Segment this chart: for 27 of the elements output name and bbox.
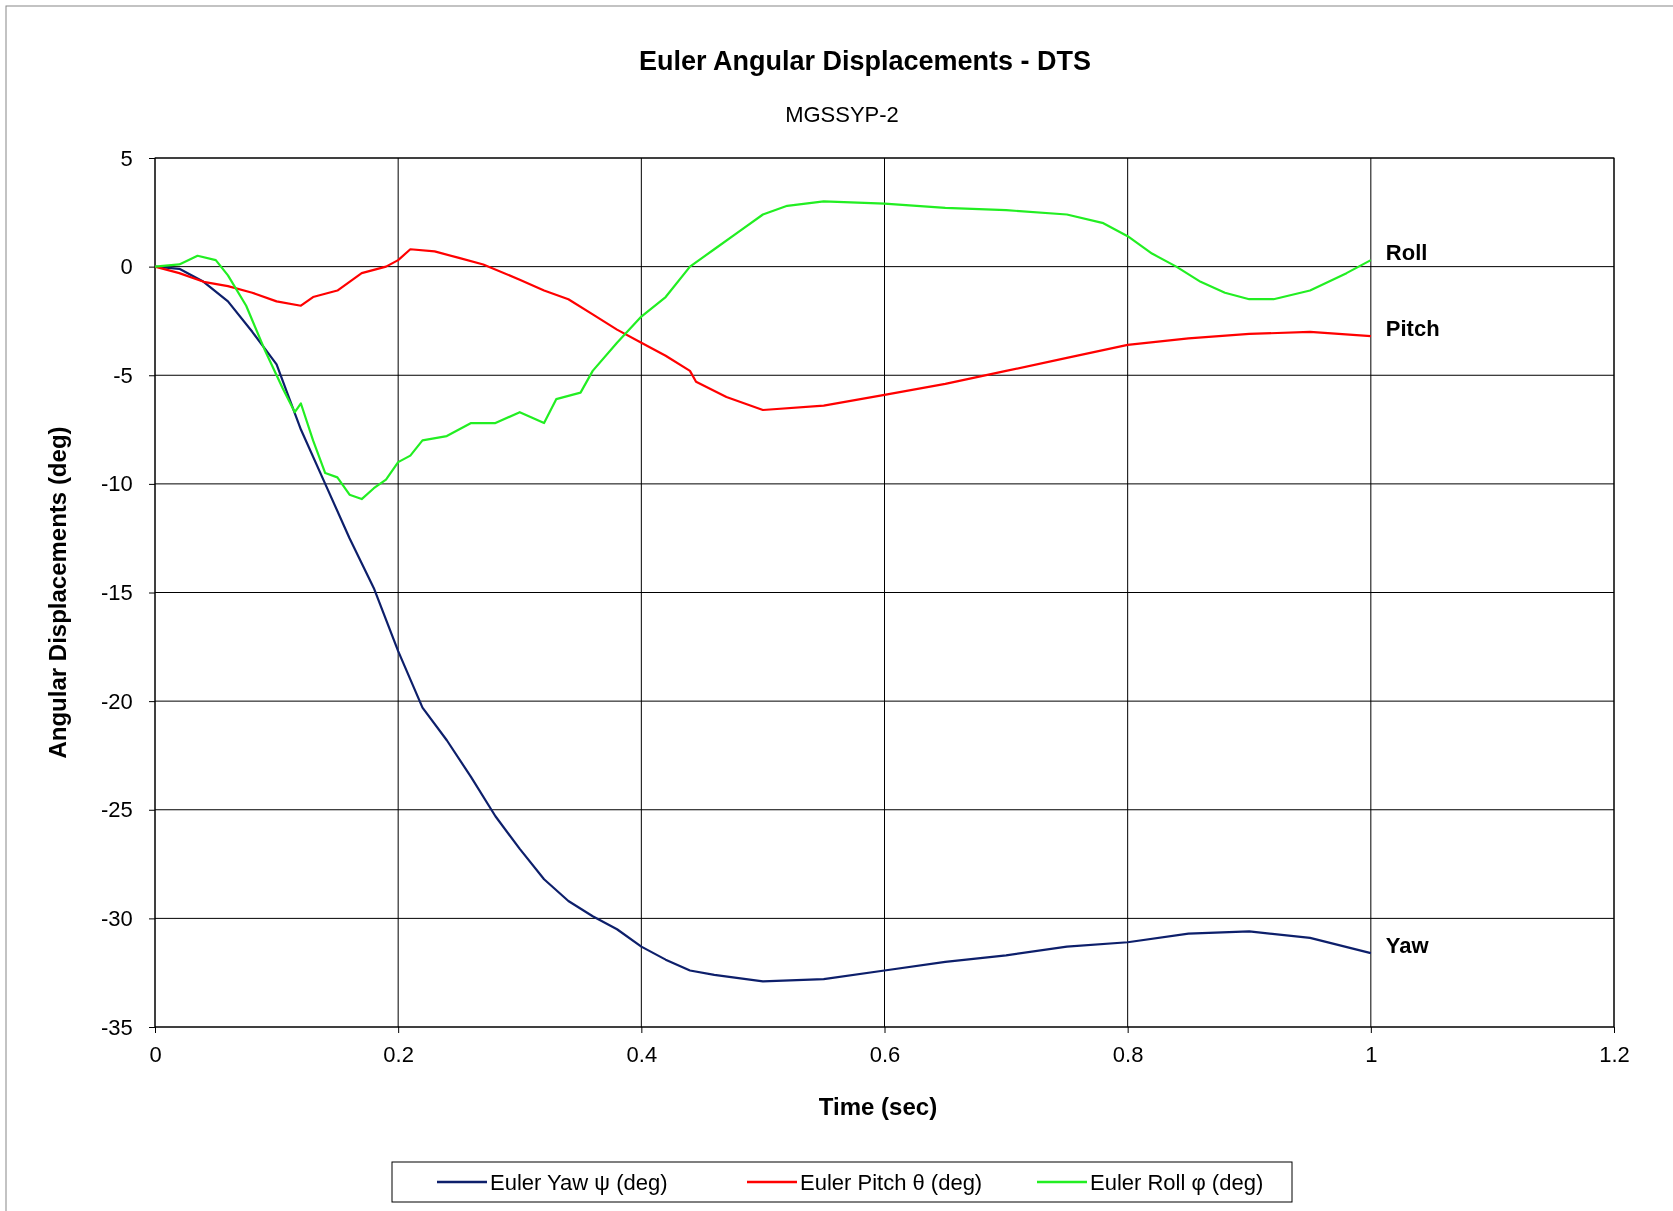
x-tick-label: 0.8 (1112, 1042, 1144, 1068)
annotation: Roll (1385, 239, 1428, 265)
line-series (153, 200, 1372, 501)
legend-label: Euler Roll φ (deg) (1090, 1170, 1264, 1195)
y-tick-label: -25 (101, 797, 133, 823)
y-tick-label: 0 (120, 254, 133, 280)
x-tick-label: 0.4 (626, 1042, 658, 1068)
annotation: Pitch (1385, 315, 1440, 341)
legend-label: Euler Pitch θ (deg) (800, 1170, 983, 1195)
annotation: Yaw (1385, 932, 1430, 958)
x-axis-title: Time (sec) (818, 1093, 938, 1120)
y-tick-label: -35 (101, 1014, 133, 1040)
y-tick-label: -20 (101, 688, 133, 714)
chart-subtitle: MGSSYP-2 (785, 102, 899, 127)
x-tick-label: 0.2 (383, 1042, 414, 1068)
x-tick-label: 0 (149, 1042, 162, 1068)
y-axis-title: Angular Displacements (deg) (44, 426, 71, 759)
y-tick-label: -10 (101, 471, 133, 497)
x-tick-label: 1.2 (1599, 1042, 1630, 1068)
y-tick-label: -5 (113, 362, 133, 388)
y-tick-label: 5 (120, 145, 133, 171)
legend-label: Euler Yaw ψ (deg) (490, 1170, 668, 1195)
y-tick-label: -15 (101, 580, 133, 606)
x-tick-label: 1 (1365, 1042, 1378, 1068)
chart-title: Euler Angular Displacements - DTS (638, 46, 1092, 76)
y-tick-label: -30 (101, 905, 133, 931)
x-tick-label: 0.6 (869, 1042, 901, 1068)
